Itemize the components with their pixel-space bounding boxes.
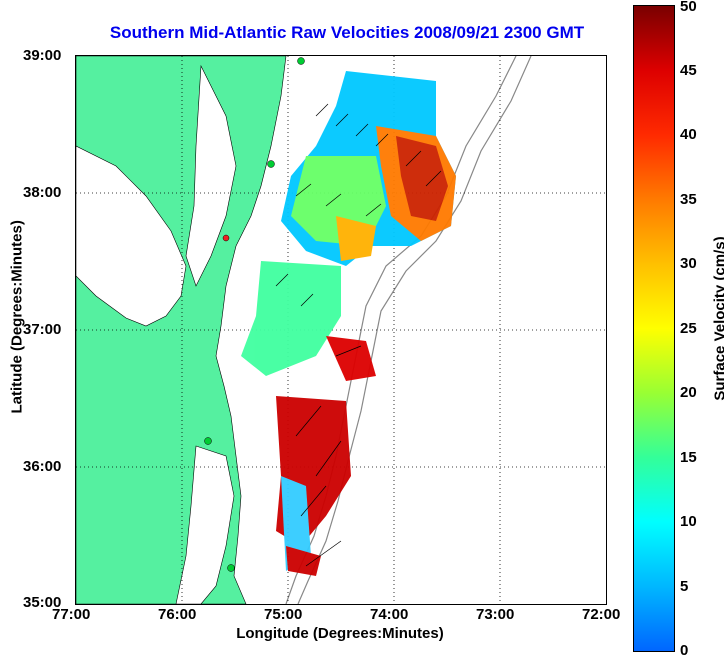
station-marker	[227, 564, 235, 572]
velocity-field	[241, 71, 456, 576]
x-tick-label: 76:00	[158, 606, 197, 623]
colorbar	[633, 5, 675, 652]
y-tick-label: 36:00	[23, 458, 62, 475]
colorbar-tick: 10	[680, 513, 697, 530]
x-axis-title: Longitude (Degrees:Minutes)	[236, 625, 444, 642]
colorbar-tick: 35	[680, 191, 697, 208]
y-tick-label: 39:00	[23, 47, 62, 64]
chesapeake-bay	[76, 145, 187, 327]
station-marker	[297, 57, 305, 65]
map-canvas	[76, 56, 606, 604]
delmarva-bay	[185, 64, 237, 287]
station-marker	[267, 160, 275, 168]
x-tick-label: 75:00	[264, 606, 303, 623]
colorbar-tick: 5	[680, 578, 689, 595]
y-tick-label: 37:00	[23, 321, 62, 338]
colorbar-title: Surface Velocity (cm/s)	[711, 236, 724, 401]
sound-water	[175, 445, 235, 604]
map-title: Southern Mid-Atlantic Raw Velocities 200…	[109, 23, 585, 42]
colorbar-tick: 0	[680, 642, 689, 659]
colorbar-tick: 40	[680, 126, 697, 143]
x-tick-label: 73:00	[476, 606, 515, 623]
colorbar-tick: 30	[680, 255, 697, 272]
colorbar-tick: 25	[680, 320, 697, 337]
map-plot-area[interactable]	[75, 55, 607, 605]
bathymetry-contour	[297, 56, 532, 604]
station-marker	[222, 234, 230, 242]
colorbar-tick: 45	[680, 62, 697, 79]
y-tick-label: 35:00	[23, 594, 62, 611]
x-tick-label: 72:00	[582, 606, 621, 623]
colorbar-tick: 50	[680, 0, 697, 15]
x-tick-label: 77:00	[52, 606, 91, 623]
y-axis-title: Latitude (Degrees:Minutes)	[8, 220, 26, 414]
station-marker	[204, 437, 212, 445]
velocity-arrows	[275, 103, 442, 567]
x-tick-label: 74:00	[370, 606, 409, 623]
colorbar-tick: 15	[680, 449, 697, 466]
y-tick-label: 38:00	[23, 184, 62, 201]
bathymetry-contour	[285, 56, 517, 604]
colorbar-tick: 20	[680, 384, 697, 401]
